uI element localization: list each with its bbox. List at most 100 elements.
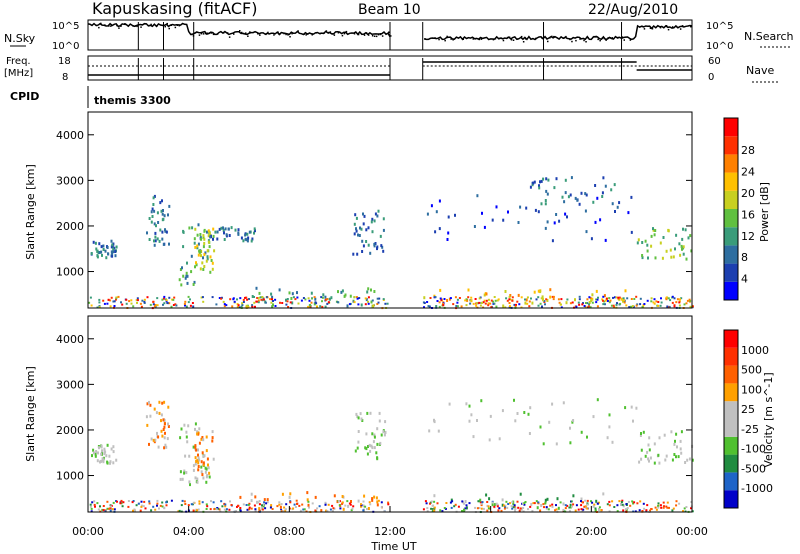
data-cell: [324, 501, 327, 504]
data-cell: [185, 271, 188, 275]
data-cell: [373, 290, 376, 293]
data-cell: [100, 245, 103, 249]
data-cell: [377, 209, 380, 213]
colorbar-swatch: [724, 190, 738, 209]
data-cell: [271, 508, 274, 510]
data-cell: [371, 497, 374, 501]
data-cell: [116, 500, 118, 503]
data-cell: [168, 296, 171, 299]
data-cell: [657, 304, 660, 307]
data-cell: [183, 471, 186, 475]
data-cell: [248, 508, 251, 511]
data-cell: [657, 502, 660, 505]
data-cell: [220, 226, 223, 230]
data-cell: [570, 500, 573, 503]
x-tick-label: 16:00: [475, 525, 507, 538]
data-cell: [428, 429, 431, 433]
data-cell: [546, 192, 549, 196]
data-cell: [162, 217, 165, 221]
data-cell: [167, 213, 169, 217]
data-cell: [376, 214, 379, 218]
data-cell: [172, 304, 175, 306]
data-cell: [361, 239, 364, 243]
data-cell: [603, 300, 606, 303]
data-cell: [655, 300, 658, 303]
data-cell: [149, 414, 152, 418]
data-cell: [154, 438, 157, 442]
data-cell: [604, 238, 607, 242]
nsky-tick-top: 10^5: [52, 21, 79, 32]
data-cell: [200, 254, 202, 258]
data-cell: [626, 297, 629, 300]
data-cell: [257, 297, 260, 299]
data-cell: [155, 411, 158, 415]
data-cell: [678, 502, 681, 505]
data-cell: [103, 449, 106, 453]
data-cell: [193, 237, 196, 241]
data-cell: [533, 180, 536, 184]
nsearch-point: [597, 38, 599, 41]
data-cell: [653, 302, 656, 305]
colorbar-swatch: [724, 136, 738, 155]
data-cell: [164, 228, 166, 232]
data-cell: [239, 495, 242, 499]
data-cell: [566, 298, 569, 301]
data-cell: [580, 497, 583, 501]
nsearch-point: [325, 30, 328, 32]
data-cell: [236, 505, 238, 508]
data-cell: [525, 298, 528, 302]
data-cell: [112, 450, 115, 454]
data-cell: [246, 232, 249, 236]
data-cell: [422, 508, 425, 511]
data-cell: [478, 297, 481, 300]
data-cell: [492, 300, 494, 303]
data-cell: [100, 459, 103, 463]
data-cell: [313, 302, 316, 306]
data-cell: [339, 507, 342, 510]
data-cell: [444, 507, 447, 510]
data-cell: [98, 301, 101, 304]
data-cell: [436, 300, 439, 302]
data-cell: [197, 448, 199, 452]
data-cell: [376, 442, 379, 446]
data-cell: [198, 458, 201, 462]
colorbar-tick-label: -1000: [741, 482, 773, 495]
data-cell: [357, 440, 360, 444]
data-cell: [429, 501, 432, 504]
data-cell: [349, 503, 352, 506]
data-cell: [671, 509, 674, 512]
data-cell: [237, 504, 240, 507]
data-cell: [505, 500, 508, 503]
data-cell: [246, 298, 249, 301]
data-cell: [630, 230, 633, 234]
data-cell: [688, 298, 691, 301]
data-cell: [544, 226, 547, 230]
data-cell: [604, 299, 607, 302]
nsearch-point: [333, 34, 336, 36]
data-cell: [153, 243, 156, 247]
data-cell: [163, 436, 166, 440]
data-cell: [498, 507, 501, 510]
data-cell: [133, 508, 136, 511]
data-cell: [666, 305, 669, 308]
data-cell: [241, 302, 244, 305]
data-cell: [163, 425, 166, 429]
data-cell: [586, 503, 588, 506]
data-cell: [202, 476, 205, 480]
data-cell: [366, 508, 368, 510]
data-cell: [556, 497, 559, 501]
data-cell: [582, 508, 585, 511]
data-cell: [270, 292, 273, 296]
data-cell: [103, 452, 106, 456]
data-cell: [149, 403, 152, 407]
nsearch-point: [164, 25, 166, 28]
data-cell: [327, 503, 330, 506]
data-cell: [356, 252, 359, 256]
data-cell: [470, 296, 473, 299]
data-cell: [270, 301, 273, 304]
data-cell: [132, 509, 134, 512]
data-cell: [567, 195, 570, 199]
data-cell: [105, 256, 108, 260]
data-cell: [104, 249, 107, 253]
data-cell: [378, 297, 381, 300]
